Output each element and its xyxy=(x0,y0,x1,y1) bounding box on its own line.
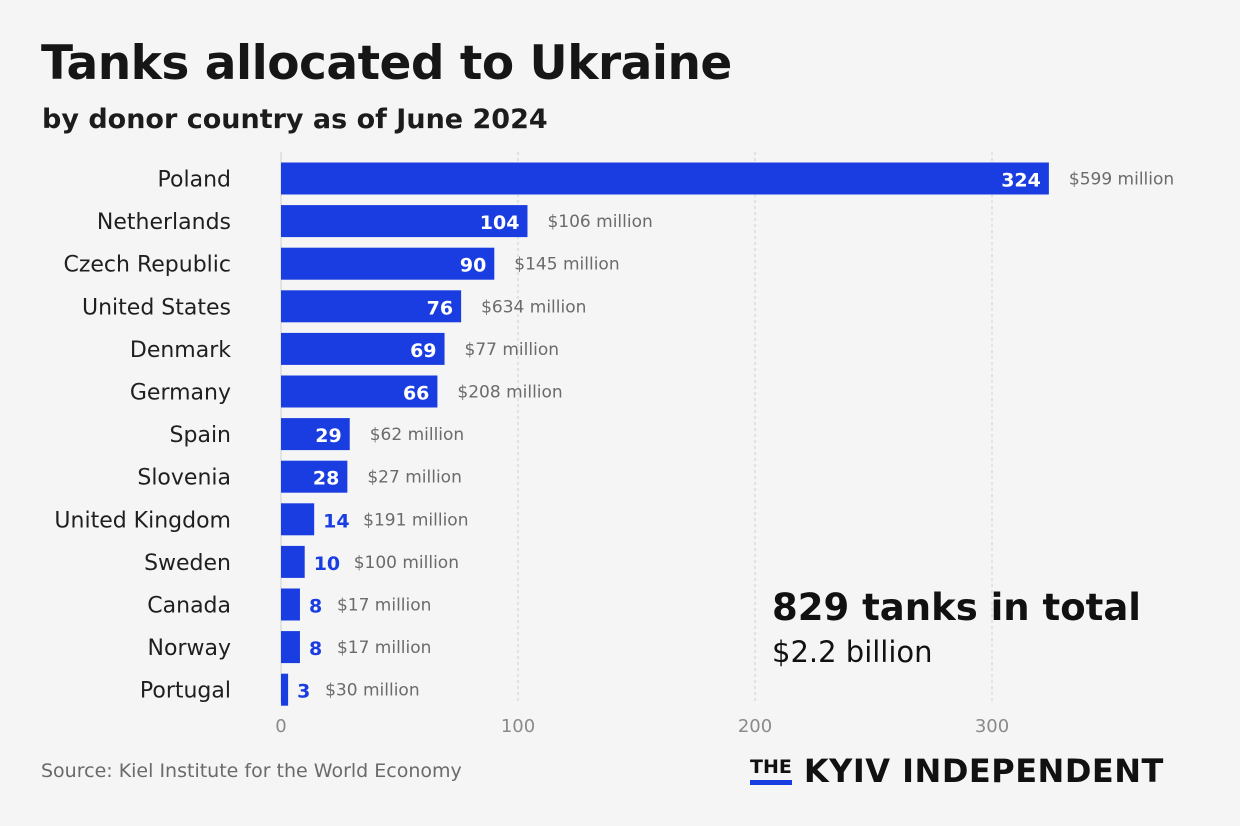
logo-the: THE xyxy=(750,757,792,785)
value-label: 3 xyxy=(297,681,310,703)
bar-portugal xyxy=(281,673,289,706)
cost-annotation: $100 million xyxy=(354,553,459,573)
bar-netherlands xyxy=(281,205,528,238)
x-tick-label: 0 xyxy=(275,716,286,737)
bar-poland xyxy=(281,162,1049,195)
summary-cost: $2.2 billion xyxy=(772,635,933,669)
logo-name: KYIV INDEPENDENT xyxy=(803,752,1164,790)
cost-annotation: $599 million xyxy=(1069,170,1174,190)
bar-canada xyxy=(281,588,300,621)
value-label: 104 xyxy=(480,212,520,234)
x-tick-label: 300 xyxy=(975,716,1009,737)
chart-subtitle: by donor country as of June 2024 xyxy=(42,104,548,135)
category-label: Canada xyxy=(147,594,231,619)
bar-united-states xyxy=(281,290,462,323)
cost-annotation: $106 million xyxy=(547,212,652,232)
category-label: Spain xyxy=(170,423,231,448)
value-label: 76 xyxy=(427,297,453,319)
bar-germany xyxy=(281,375,438,408)
logo-underline xyxy=(750,780,792,785)
cost-annotation: $191 million xyxy=(363,510,468,530)
value-label: 10 xyxy=(314,553,340,575)
bar-sweden xyxy=(281,545,305,578)
cost-annotation: $62 million xyxy=(370,425,464,445)
bar-norway xyxy=(281,631,300,664)
bar-slovenia xyxy=(281,460,348,493)
category-label: Portugal xyxy=(140,679,231,704)
value-label: 324 xyxy=(1001,170,1041,192)
summary-box: 829 tanks in total $2.2 billion xyxy=(772,586,1141,669)
cost-annotation: $30 million xyxy=(325,681,419,701)
category-label: Poland xyxy=(158,168,231,193)
value-label: 29 xyxy=(315,425,341,447)
category-label: United Kingdom xyxy=(54,508,231,533)
value-label: 8 xyxy=(309,638,322,660)
bar-united-kingdom xyxy=(281,503,315,536)
category-label: Germany xyxy=(130,381,231,406)
cost-annotation: $27 million xyxy=(367,468,461,488)
cost-annotation: $77 million xyxy=(465,340,559,360)
category-label: Slovenia xyxy=(137,466,231,491)
x-tick-label: 200 xyxy=(738,716,772,737)
value-label: 28 xyxy=(313,468,339,490)
logo-the-text: THE xyxy=(750,756,792,778)
bar-denmark xyxy=(281,332,445,365)
value-label: 69 xyxy=(410,340,436,362)
category-label: Denmark xyxy=(130,338,231,363)
chart-title: Tanks allocated to Ukraine xyxy=(41,36,732,91)
cost-annotation: $17 million xyxy=(337,596,431,616)
bar-czech-republic xyxy=(281,247,495,280)
value-label: 66 xyxy=(403,383,429,405)
value-label: 14 xyxy=(323,510,349,532)
bar-spain xyxy=(281,418,350,451)
cost-annotation: $208 million xyxy=(457,383,562,403)
cost-annotation: $17 million xyxy=(337,638,431,658)
source-note: Source: Kiel Institute for the World Eco… xyxy=(41,760,462,782)
summary-total: 829 tanks in total xyxy=(772,586,1141,629)
x-tick-label: 100 xyxy=(501,716,535,737)
category-label: Sweden xyxy=(144,551,231,576)
value-label: 90 xyxy=(460,255,486,277)
publisher-logo: THE KYIV INDEPENDENT xyxy=(750,752,1164,790)
category-label: Norway xyxy=(148,636,231,661)
value-label: 8 xyxy=(309,596,322,618)
category-label: United States xyxy=(82,295,231,320)
cost-annotation: $145 million xyxy=(514,255,619,275)
category-label: Czech Republic xyxy=(63,253,231,278)
category-label: Netherlands xyxy=(97,210,231,235)
cost-annotation: $634 million xyxy=(481,297,586,317)
